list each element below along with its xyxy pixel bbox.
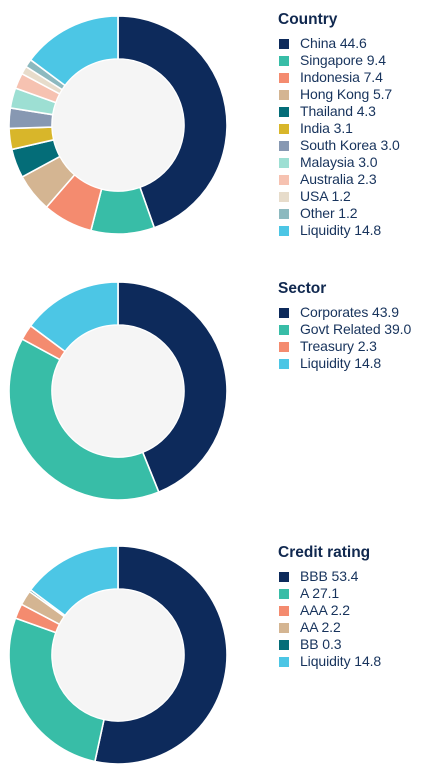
country-legend-label: Malaysia 3.0 <box>300 154 378 170</box>
country-legend-label: South Korea 3.0 <box>300 137 400 153</box>
country-legend-swatch <box>279 55 289 66</box>
country-legend-title: Country <box>278 11 338 28</box>
country-legend-swatch <box>279 123 289 134</box>
credit-rating-legend-item-bbb: BBB 53.4 <box>278 568 428 585</box>
credit-rating-legend-swatch <box>279 588 289 599</box>
country-legend-label: Singapore 9.4 <box>300 52 386 68</box>
country-legend-swatch <box>279 106 289 117</box>
sector-legend-swatch <box>279 341 289 352</box>
sector-legend-item-govt-related: Govt Related 39.0 <box>278 321 428 338</box>
country-legend-swatch <box>279 174 289 185</box>
credit-rating-donut-chart <box>8 545 228 765</box>
country-legend-label: Thailand 4.3 <box>300 103 376 119</box>
sector-donut-hole <box>52 325 184 457</box>
credit-rating-legend: Credit rating BBB 53.4 A 27.1 AAA 2.2 AA 2.… <box>278 543 428 670</box>
country-legend-item-india: India 3.1 <box>278 120 428 137</box>
sector-chart-block: Sector Corporates 43.9 Govt Related 39.0 T… <box>0 266 428 516</box>
country-legend: Country China 44.6 Singapore 9.4 Indonesia… <box>278 10 428 239</box>
sector-legend: Sector Corporates 43.9 Govt Related 39.0 T… <box>278 279 428 372</box>
credit-rating-legend-label: A 27.1 <box>300 585 340 601</box>
credit-rating-legend-title: Credit rating <box>278 544 371 561</box>
country-legend-swatch <box>279 157 289 168</box>
country-chart-block: Country China 44.6 Singapore 9.4 Indonesia… <box>0 0 428 250</box>
credit-rating-legend-item-aa: AA 2.2 <box>278 619 428 636</box>
country-legend-label: Other 1.2 <box>300 205 358 221</box>
country-slice-liquidity <box>29 15 119 87</box>
credit-rating-legend-swatch <box>279 605 289 616</box>
sector-legend-item-corporates: Corporates 43.9 <box>278 304 428 321</box>
country-legend-label: Liquidity 14.8 <box>300 222 382 238</box>
country-legend-item-other: Other 1.2 <box>278 205 428 222</box>
sector-legend-swatch <box>279 358 289 369</box>
credit-rating-chart-block: Credit rating BBB 53.4 A 27.1 AAA 2.2 AA 2.… <box>0 530 428 778</box>
country-legend-item-australia: Australia 2.3 <box>278 171 428 188</box>
country-legend-swatch <box>279 140 289 151</box>
credit-rating-slice-bbb <box>94 545 228 765</box>
country-legend-item-hong-kong: Hong Kong 5.7 <box>278 86 428 103</box>
credit-rating-legend-item-bb: BB 0.3 <box>278 636 428 653</box>
credit-rating-legend-item-aaa: AAA 2.2 <box>278 602 428 619</box>
credit-rating-legend-swatch <box>279 639 289 650</box>
country-legend-item-indonesia: Indonesia 7.4 <box>278 69 428 86</box>
sector-legend-item-treasury: Treasury 2.3 <box>278 338 428 355</box>
country-donut-hole <box>52 59 184 191</box>
sector-slice-liquidity <box>29 281 119 353</box>
sector-legend-swatch <box>279 324 289 335</box>
sector-legend-item-liquidity: Liquidity 14.8 <box>278 355 428 372</box>
sector-donut-chart <box>8 281 228 501</box>
sector-legend-label: Liquidity 14.8 <box>300 355 382 371</box>
credit-rating-legend-label: BBB 53.4 <box>300 568 359 584</box>
sector-legend-title: Sector <box>278 280 327 297</box>
country-slice-china <box>117 15 228 229</box>
country-legend-swatch <box>279 89 289 100</box>
sector-slice-govt-related <box>8 338 160 501</box>
country-legend-label: China 44.6 <box>300 35 367 51</box>
country-legend-swatch <box>279 225 289 236</box>
country-legend-swatch <box>279 191 289 202</box>
country-legend-item-singapore: Singapore 9.4 <box>278 52 428 69</box>
credit-rating-slice-a <box>8 617 105 763</box>
sector-legend-label: Corporates 43.9 <box>300 304 399 320</box>
country-legend-swatch <box>279 72 289 83</box>
country-legend-label: Indonesia 7.4 <box>300 69 383 85</box>
country-legend-swatch <box>279 208 289 219</box>
country-legend-item-usa: USA 1.2 <box>278 188 428 205</box>
country-legend-swatch <box>279 38 289 49</box>
credit-rating-legend-swatch <box>279 622 289 633</box>
credit-rating-donut-hole <box>52 589 184 721</box>
credit-rating-slice-liquidity <box>29 545 119 617</box>
credit-rating-legend-swatch <box>279 571 289 582</box>
country-legend-label: Hong Kong 5.7 <box>300 86 393 102</box>
country-donut-chart <box>8 15 228 235</box>
sector-legend-label: Govt Related 39.0 <box>300 321 412 337</box>
sector-legend-swatch <box>279 307 289 318</box>
sector-legend-label: Treasury 2.3 <box>300 338 377 354</box>
credit-rating-legend-label: AAA 2.2 <box>300 602 350 618</box>
credit-rating-legend-label: BB 0.3 <box>300 636 342 652</box>
country-legend-item-malaysia: Malaysia 3.0 <box>278 154 428 171</box>
country-legend-item-liquidity: Liquidity 14.8 <box>278 222 428 239</box>
country-legend-item-south-korea: South Korea 3.0 <box>278 137 428 154</box>
country-legend-label: USA 1.2 <box>300 188 351 204</box>
country-legend-item-thailand: Thailand 4.3 <box>278 103 428 120</box>
credit-rating-legend-item-a: A 27.1 <box>278 585 428 602</box>
country-legend-item-china: China 44.6 <box>278 35 428 52</box>
country-legend-label: India 3.1 <box>300 120 353 136</box>
credit-rating-legend-item-liquidity: Liquidity 14.8 <box>278 653 428 670</box>
credit-rating-legend-swatch <box>279 656 289 667</box>
sector-slice-corporates <box>117 281 228 493</box>
country-legend-label: Australia 2.3 <box>300 171 377 187</box>
credit-rating-legend-label: AA 2.2 <box>300 619 341 635</box>
credit-rating-legend-label: Liquidity 14.8 <box>300 653 382 669</box>
